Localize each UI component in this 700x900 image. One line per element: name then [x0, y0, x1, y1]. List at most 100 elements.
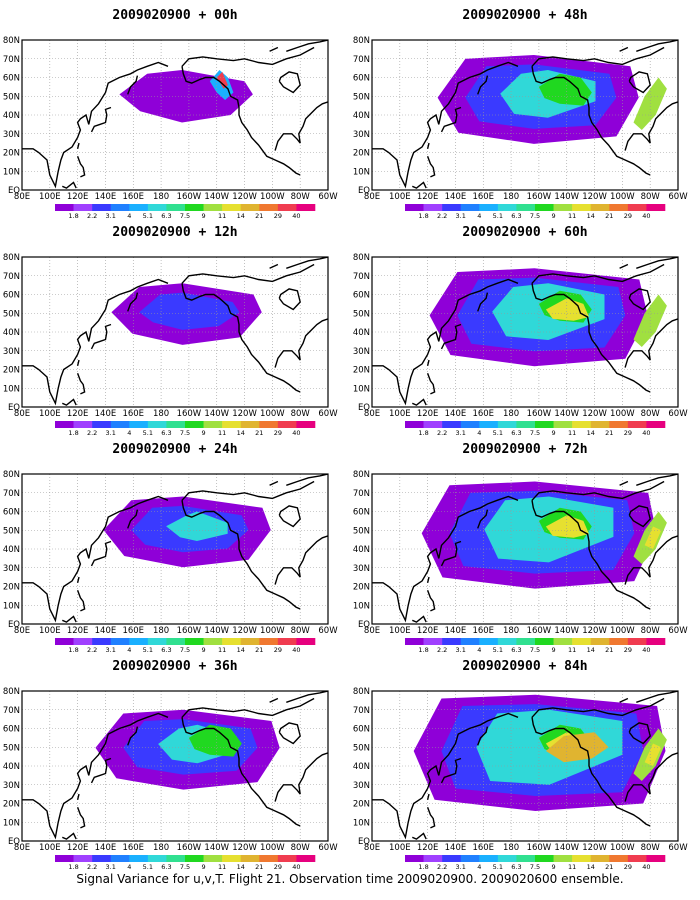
colorbar-swatch: [222, 421, 242, 428]
colorbar-label: 3.1: [456, 646, 466, 652]
y-tick-label: 40N: [353, 111, 370, 121]
y-tick-label: 50N: [353, 309, 370, 319]
colorbar-label: 14: [587, 429, 595, 435]
coastlines: [372, 691, 678, 840]
x-tick-label: 180: [153, 192, 169, 202]
colorbar-label: 21: [255, 646, 263, 652]
map-plot: 80E 100E 120E 140E 160E 180 160W 140W 120W 100W 80…: [3, 253, 338, 435]
colorbar-label: 21: [605, 212, 613, 218]
x-tick-label: 80W: [641, 626, 661, 636]
colorbar-swatch: [185, 421, 204, 428]
colorbar-swatch: [590, 204, 610, 211]
colorbar-swatch: [572, 421, 592, 428]
colorbar-label: 6.3: [161, 646, 171, 652]
panel-title: 2009020900 + 36h: [112, 659, 238, 674]
x-tick-label: 180: [503, 843, 519, 853]
colorbar-label: 11: [218, 863, 226, 869]
colorbar-swatch: [627, 855, 647, 862]
y-tick-label: 20N: [3, 583, 20, 593]
colorbar-label: 7.5: [530, 646, 540, 652]
colorbar-label: 3.1: [456, 212, 466, 218]
x-tick-label: 120E: [417, 409, 439, 419]
x-tick-label: 80E: [364, 843, 380, 853]
colorbar-swatch: [516, 638, 536, 645]
colorbar-swatch: [609, 421, 629, 428]
x-tick-label: 60W: [318, 192, 338, 202]
colorbar-swatch: [590, 638, 610, 645]
y-tick-label: 60N: [353, 74, 370, 84]
variance-contour: [545, 515, 589, 538]
colorbar-label: 2.2: [87, 863, 97, 869]
colorbar-swatch: [296, 421, 316, 428]
y-tick-label: 10N: [353, 384, 370, 394]
colorbar-label: 6.3: [511, 429, 521, 435]
colorbar-swatch: [240, 855, 260, 862]
x-tick-label: 100W: [610, 192, 635, 202]
colorbar-label: 14: [237, 646, 245, 652]
colorbar-swatch: [423, 855, 443, 862]
variance-contour: [644, 743, 662, 766]
y-tick-label: 80N: [353, 687, 370, 697]
colorbar-label: 1.8: [68, 429, 78, 435]
colorbar: 1.8 2.2 3.1 4 5.1 6.3 7.5 9 11 14 21 29 40: [55, 204, 316, 218]
colorbar-label: 4: [127, 429, 131, 435]
colorbar-label: 7.5: [180, 212, 190, 218]
x-tick-label: 120W: [582, 192, 607, 202]
x-tick-label: 80E: [364, 409, 380, 419]
map-panel: 2009020900 + 00h 80E 100E 120E 140E 160E 180 16…: [0, 0, 350, 218]
colorbar-label: 9: [202, 429, 206, 435]
colorbar-swatch: [646, 204, 666, 211]
colorbar-label: 1.8: [418, 429, 428, 435]
colorbar-swatch: [73, 204, 93, 211]
x-tick-label: 80W: [291, 843, 311, 853]
colorbar-swatch: [277, 638, 297, 645]
panel-title: 2009020900 + 12h: [112, 225, 238, 240]
x-tick-label: 140W: [554, 409, 579, 419]
x-tick-label: 180: [503, 192, 519, 202]
y-tick-label: 80N: [3, 687, 20, 697]
colorbar-swatch: [185, 204, 204, 211]
colorbar-label: 40: [642, 212, 650, 218]
y-tick-label: 10N: [3, 601, 20, 611]
colorbar-label: 3.1: [106, 646, 116, 652]
map-plot: 80E 100E 120E 140E 160E 180 160W 140W 120W 100W 80…: [353, 687, 688, 869]
panel-title: 2009020900 + 00h: [112, 8, 238, 23]
colorbar-label: 21: [255, 429, 263, 435]
colorbar-swatch: [553, 638, 573, 645]
y-tick-label: 20N: [3, 149, 20, 159]
x-tick-label: 120E: [417, 626, 439, 636]
colorbar-label: 9: [552, 429, 556, 435]
x-tick-label: 120W: [232, 626, 257, 636]
variance-field: [103, 496, 271, 568]
y-tick-label: 70N: [353, 489, 370, 499]
colorbar-label: 11: [568, 863, 576, 869]
colorbar-label: 5.1: [493, 646, 503, 652]
coastlines: [22, 474, 328, 623]
graticule: [372, 40, 678, 190]
y-tick-label: 40N: [3, 545, 20, 555]
x-tick-label: 80W: [291, 626, 311, 636]
x-tick-label: 140W: [554, 626, 579, 636]
y-tick-label: EQ: [8, 403, 20, 413]
x-tick-label: 160W: [527, 409, 552, 419]
colorbar-label: 1.8: [68, 863, 78, 869]
x-tick-label: 140E: [445, 843, 467, 853]
colorbar-label: 6.3: [161, 212, 171, 218]
y-tick-label: EQ: [358, 620, 370, 630]
variance-contour: [545, 732, 609, 763]
colorbar-label: 6.3: [511, 863, 521, 869]
x-tick-label: 80W: [291, 409, 311, 419]
colorbar-swatch: [147, 421, 167, 428]
colorbar-swatch: [277, 855, 297, 862]
colorbar: 1.8 2.2 3.1 4 5.1 6.3 7.5 9 11 14 21 29 40: [405, 638, 666, 652]
x-tick-label: 100E: [389, 192, 411, 202]
map-plot: 80E 100E 120E 140E 160E 180 160W 140W 120W 100W 80…: [353, 470, 688, 652]
y-tick-label: 60N: [353, 508, 370, 518]
colorbar-swatch: [259, 638, 279, 645]
colorbar-swatch: [129, 638, 149, 645]
colorbar-label: 40: [642, 429, 650, 435]
x-tick-label: 160W: [177, 626, 202, 636]
colorbar-label: 1.8: [68, 212, 78, 218]
colorbar-label: 21: [255, 863, 263, 869]
y-tick-label: 60N: [3, 725, 20, 735]
